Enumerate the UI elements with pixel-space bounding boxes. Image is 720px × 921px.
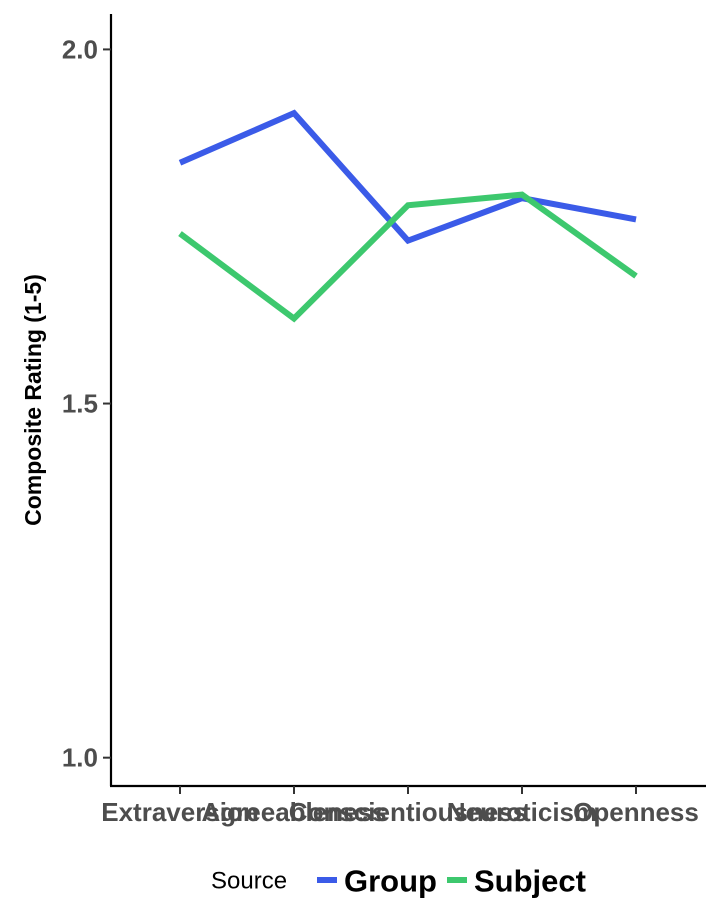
x-tick-label: Openness <box>573 797 699 827</box>
y-axis: 1.0 1.5 2.0 <box>62 14 113 786</box>
x-tick-label: Agreeableness <box>202 797 387 827</box>
series-line-subject <box>178 191 638 323</box>
series-line-group <box>178 109 637 245</box>
legend-title: Source <box>211 868 287 895</box>
y-tick-label: 1.5 <box>62 389 98 419</box>
legend-label-subject: Subject <box>474 864 586 899</box>
y-axis-title: Composite Rating (1-5) <box>20 274 46 526</box>
x-ticks: ExtraversionAgreeablenessConscientiousne… <box>101 786 699 827</box>
y-ticks: 1.0 1.5 2.0 <box>62 34 111 773</box>
x-tick-label: Neuroticism <box>447 797 597 827</box>
legend-items: Group Subject <box>317 864 586 899</box>
legend-label-group: Group <box>344 864 437 899</box>
y-tick-label: 2.0 <box>62 34 98 64</box>
x-axis: ExtraversionAgreeablenessConscientiousne… <box>101 784 706 827</box>
series-layer <box>178 109 638 323</box>
y-tick-label: 1.0 <box>62 743 98 773</box>
legend: Source Group Subject <box>211 864 586 899</box>
x-tick-label: Extraversion <box>101 797 259 827</box>
x-tick-label: Conscientiousness <box>289 797 527 827</box>
